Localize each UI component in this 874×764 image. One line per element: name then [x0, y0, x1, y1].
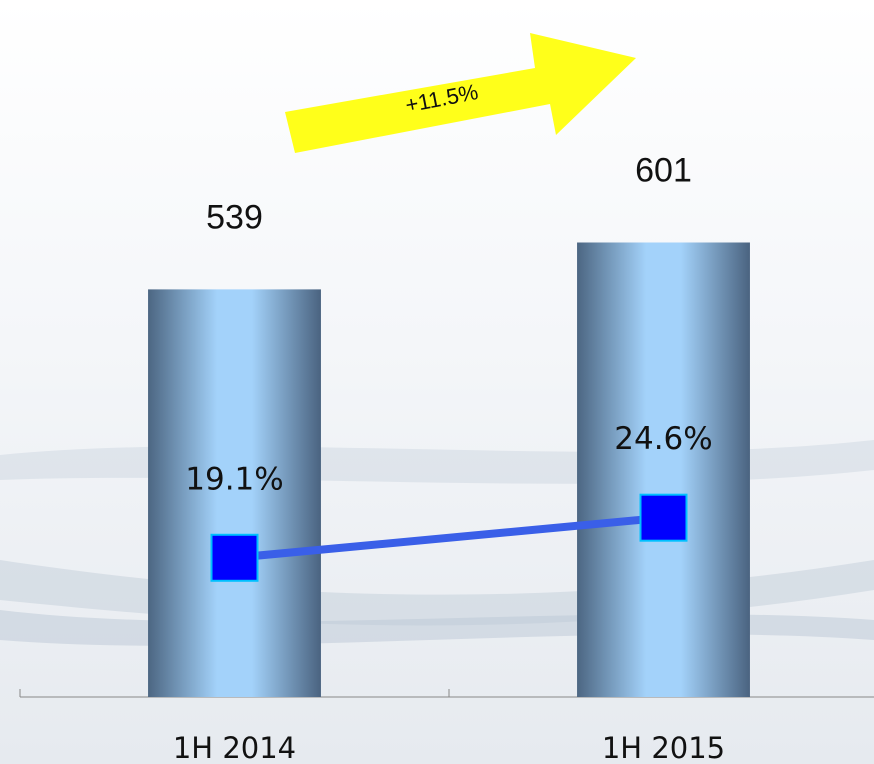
- bar-value-label: 539: [206, 198, 263, 236]
- growth-arrow: [285, 33, 636, 153]
- x-tick-label: 1H 2015: [602, 731, 725, 764]
- line: [234, 513, 664, 562]
- bar-value-label: 601: [635, 151, 692, 189]
- line-value-label: 24.6%: [614, 421, 712, 457]
- line-marker: [210, 533, 259, 582]
- bar: [577, 242, 750, 697]
- line-value-label: 19.1%: [185, 461, 283, 497]
- line-marker: [639, 493, 688, 542]
- bar: [148, 289, 321, 697]
- x-tick-label: 1H 2014: [173, 731, 296, 764]
